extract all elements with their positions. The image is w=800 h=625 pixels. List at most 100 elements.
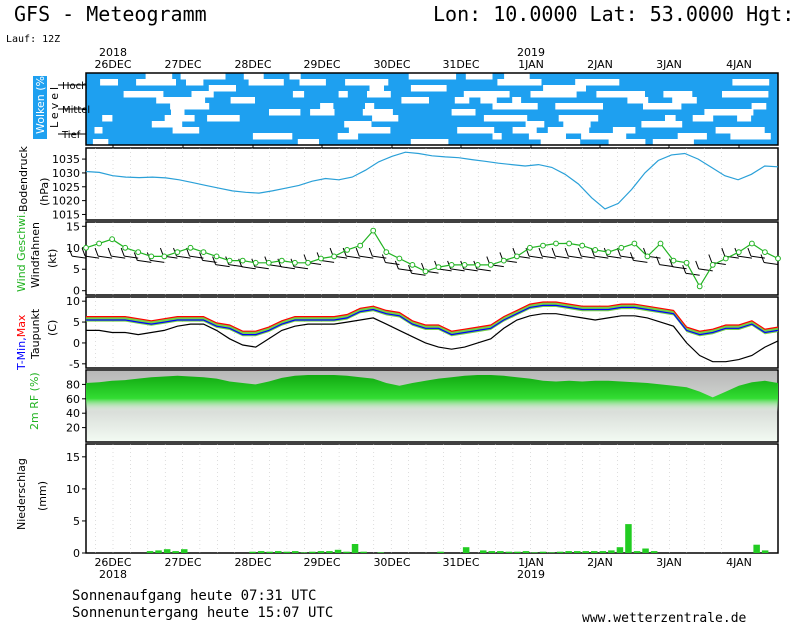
wind-unit: (kt) bbox=[46, 249, 59, 268]
sunset-text: Sonnenuntergang heute 15:07 UTC bbox=[72, 605, 333, 621]
wind-barb bbox=[71, 255, 87, 259]
wind-barb bbox=[85, 255, 100, 259]
wind-barb-flag bbox=[107, 247, 112, 257]
cloud-gap bbox=[297, 139, 319, 146]
cloud-gap bbox=[410, 85, 447, 92]
temp-range-fill bbox=[86, 302, 778, 337]
wind-speed-point bbox=[435, 264, 442, 271]
cloud-gap bbox=[737, 115, 752, 122]
wind-barb-flag bbox=[708, 254, 713, 263]
wind-speed-point bbox=[318, 255, 324, 262]
panel-frame-temp bbox=[85, 296, 779, 369]
wind-barb bbox=[150, 259, 165, 263]
wind-barb bbox=[659, 264, 674, 268]
wind-barb-flag bbox=[538, 247, 543, 257]
wind-speed-point bbox=[487, 262, 494, 268]
precip-bar bbox=[266, 551, 273, 553]
day-label-top: 31DEC bbox=[442, 58, 479, 71]
cloud-gap bbox=[677, 133, 707, 140]
wind-barb bbox=[698, 268, 713, 272]
precip-bar bbox=[334, 549, 342, 553]
chart-title: GFS - Meteogramm bbox=[14, 2, 207, 26]
cloud-level-label: Mittel bbox=[62, 105, 90, 116]
cloud-gap bbox=[362, 109, 393, 116]
wind-speed-point bbox=[344, 247, 351, 253]
temp-ytick-label: 10 bbox=[66, 295, 80, 308]
wind-barb-flag bbox=[94, 247, 99, 257]
wind-barb bbox=[98, 255, 113, 259]
wind-barb bbox=[241, 266, 256, 270]
wind-barb bbox=[346, 255, 361, 259]
cloud-gap bbox=[367, 91, 391, 98]
wind-speed-point bbox=[135, 249, 142, 256]
day-label-bottom: 26DEC bbox=[94, 556, 131, 569]
precip-ytick-label: 5 bbox=[73, 515, 80, 528]
year-label-top: 2019 bbox=[517, 46, 545, 59]
precip-bar bbox=[582, 551, 589, 553]
wind-barb-flag bbox=[120, 247, 125, 257]
cloud-gap bbox=[663, 91, 693, 98]
cloud-gap bbox=[528, 133, 566, 140]
wind-barb bbox=[581, 255, 596, 259]
wind-barb-flag bbox=[551, 247, 556, 257]
wind-speed-point bbox=[461, 262, 468, 268]
day-label-top: 2JAN bbox=[587, 58, 613, 71]
wind-speed-point bbox=[305, 259, 311, 266]
cloud-gap bbox=[555, 103, 603, 110]
pressure-unit: (hPa) bbox=[38, 178, 51, 206]
cloud-gap bbox=[180, 73, 226, 80]
cloud-gap bbox=[252, 133, 293, 140]
precip-bar bbox=[565, 551, 572, 553]
wind-barb-flag bbox=[577, 247, 582, 257]
year-label-bottom: 2019 bbox=[517, 568, 545, 581]
cloud-gap bbox=[191, 91, 214, 98]
wind-barb bbox=[293, 266, 309, 270]
wind-speed-point bbox=[331, 253, 338, 260]
cloud-gap bbox=[230, 97, 255, 104]
day-label-bottom: 28DEC bbox=[234, 556, 271, 569]
wind-barb-flag bbox=[381, 254, 386, 263]
cloud-gap bbox=[401, 97, 429, 104]
wind-barb-flag bbox=[277, 258, 282, 267]
precip-bar bbox=[155, 550, 162, 553]
precip-bar bbox=[497, 551, 504, 553]
cloud-gap bbox=[369, 85, 384, 92]
cloud-gap bbox=[732, 79, 770, 86]
wind-ytick-label: 15 bbox=[66, 220, 80, 233]
precip-bar bbox=[650, 551, 658, 553]
cloud-gap bbox=[558, 115, 599, 122]
precip-bar bbox=[599, 551, 607, 553]
cloud-gap bbox=[547, 127, 590, 134]
rh-ytick-label: 40 bbox=[66, 407, 80, 420]
wind-barb bbox=[737, 255, 752, 259]
wind-speed-point bbox=[187, 244, 194, 251]
cloud-gap bbox=[243, 73, 264, 80]
precip-bar bbox=[488, 551, 495, 553]
wind-barb-flag bbox=[629, 252, 634, 261]
cloud-gap bbox=[492, 103, 538, 110]
day-label-top: 27DEC bbox=[164, 58, 201, 71]
cloud-gap bbox=[338, 91, 348, 98]
cloud-gap bbox=[596, 91, 645, 98]
wind-barb bbox=[541, 255, 557, 259]
wind-barb-flag bbox=[199, 252, 204, 261]
wind-speed-point bbox=[396, 255, 403, 262]
cloud-gap bbox=[730, 133, 771, 140]
wind-speed-point bbox=[527, 244, 533, 251]
wind-speed-point bbox=[657, 240, 664, 247]
rh-ytick-label: 60 bbox=[66, 393, 80, 406]
precip-bar bbox=[257, 551, 265, 553]
wind-barb bbox=[385, 262, 400, 265]
wind-ytick-label: 5 bbox=[73, 263, 80, 276]
wind-barb-flag bbox=[656, 256, 660, 265]
wind-barb bbox=[111, 255, 126, 259]
wind-speed-point bbox=[422, 268, 429, 275]
cloud-gap bbox=[337, 133, 359, 140]
wind-barb bbox=[359, 255, 374, 259]
wind-speed-point bbox=[370, 227, 377, 234]
website-link[interactable]: www.wetterzentrale.de bbox=[582, 611, 747, 625]
precip-bar bbox=[633, 551, 641, 553]
wind-speed-point bbox=[174, 249, 181, 256]
precip-bar bbox=[608, 550, 615, 553]
cloud-gap bbox=[722, 91, 769, 98]
